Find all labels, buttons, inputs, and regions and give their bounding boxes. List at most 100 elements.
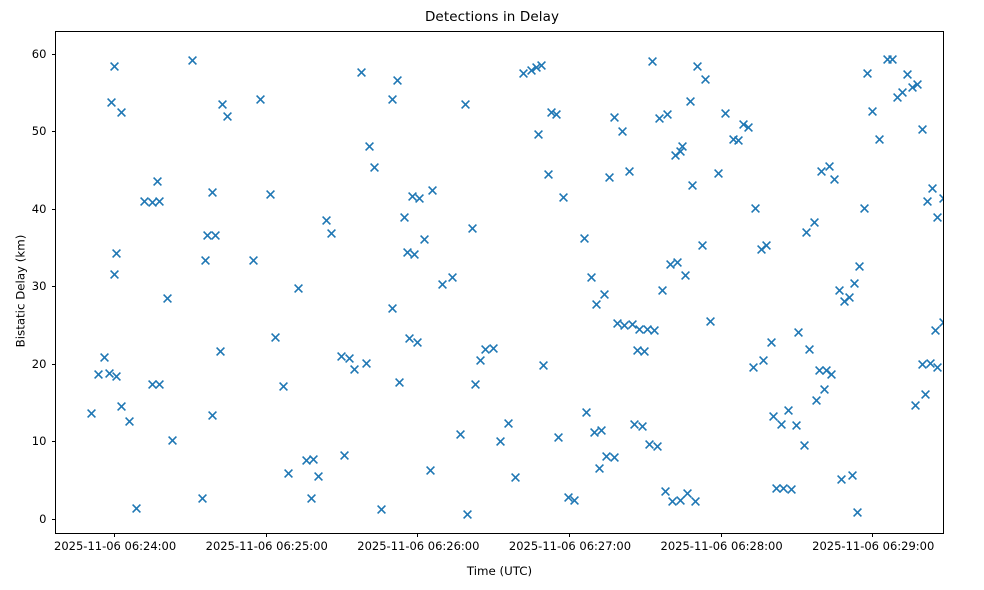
scatter-point bbox=[402, 247, 413, 258]
scatter-point bbox=[495, 436, 506, 447]
scatter-point bbox=[147, 379, 158, 390]
scatter-point bbox=[404, 333, 415, 344]
scatter-point bbox=[761, 240, 772, 251]
scatter-point bbox=[700, 74, 711, 85]
scatter-point bbox=[265, 189, 276, 200]
scatter-point bbox=[604, 172, 615, 183]
y-axis-label: Bistatic Delay (km) bbox=[13, 234, 28, 348]
scatter-point bbox=[927, 183, 938, 194]
scatter-point bbox=[804, 344, 815, 355]
y-axis-tick-label: 40 bbox=[31, 201, 47, 216]
y-axis-tick: 0 bbox=[39, 512, 56, 526]
scatter-point bbox=[197, 493, 208, 504]
scatter-point bbox=[526, 65, 537, 76]
scatter-point bbox=[467, 223, 478, 234]
scatter-point bbox=[344, 353, 355, 364]
scatter-point bbox=[109, 269, 120, 280]
y-axis-tick: 50 bbox=[32, 124, 56, 138]
scatter-point bbox=[819, 384, 830, 395]
scatter-point bbox=[111, 371, 122, 382]
scatter-point bbox=[270, 332, 281, 343]
scatter-point bbox=[124, 416, 135, 427]
scatter-point bbox=[690, 496, 701, 507]
scatter-point bbox=[301, 455, 312, 466]
scatter-point bbox=[531, 62, 542, 73]
scatter-point bbox=[662, 109, 673, 120]
scatter-point bbox=[682, 488, 693, 499]
scatter-point bbox=[154, 196, 165, 207]
scatter-point bbox=[536, 60, 547, 71]
scatter-point bbox=[387, 303, 398, 314]
scatter-point bbox=[660, 486, 671, 497]
y-axis-tick-label: 0 bbox=[39, 512, 47, 527]
scatter-point bbox=[748, 362, 759, 373]
scatter-point bbox=[106, 97, 117, 108]
scatter-point bbox=[917, 359, 928, 370]
scatter-point bbox=[596, 425, 607, 436]
scatter-point bbox=[675, 495, 686, 506]
scatter-point bbox=[677, 141, 688, 152]
scatter-point bbox=[912, 79, 923, 90]
scatter-point bbox=[427, 185, 438, 196]
scatter-point bbox=[510, 472, 521, 483]
scatter-point bbox=[217, 99, 228, 110]
scatter-point bbox=[139, 196, 150, 207]
x-axis-tick: 2025-11-06 06:25:00 bbox=[206, 533, 328, 553]
scatter-plot-area bbox=[56, 32, 943, 533]
x-axis-tick: 2025-11-06 06:26:00 bbox=[357, 533, 479, 553]
scatter-point bbox=[793, 327, 804, 338]
scatter-point bbox=[783, 405, 794, 416]
scatter-point bbox=[657, 285, 668, 296]
scatter-point bbox=[829, 174, 840, 185]
scatter-point bbox=[349, 364, 360, 375]
scatter-point bbox=[154, 379, 165, 390]
scatter-point bbox=[579, 233, 590, 244]
scatter-point bbox=[569, 495, 580, 506]
scatter-point bbox=[419, 234, 430, 245]
scatter-point bbox=[609, 112, 620, 123]
x-axis-tick: 2025-11-06 06:27:00 bbox=[509, 533, 631, 553]
scatter-point bbox=[599, 289, 610, 300]
scatter-point bbox=[917, 124, 928, 135]
scatter-point bbox=[629, 419, 640, 430]
scatter-point bbox=[563, 492, 574, 503]
scatter-point bbox=[394, 377, 405, 388]
scatter-point bbox=[852, 507, 863, 518]
scatter-point bbox=[844, 292, 855, 303]
scatter-point bbox=[437, 279, 448, 290]
scatter-point bbox=[455, 429, 466, 440]
scatter-point bbox=[637, 421, 648, 432]
scatter-point bbox=[591, 299, 602, 310]
scatter-point bbox=[104, 368, 115, 379]
x-axis-tick-label: 2025-11-06 06:27:00 bbox=[508, 539, 632, 553]
scatter-point bbox=[425, 465, 436, 476]
scatter-point bbox=[624, 166, 635, 177]
scatter-point bbox=[586, 272, 597, 283]
y-axis-tick: 10 bbox=[32, 434, 56, 448]
scatter-point bbox=[897, 87, 908, 98]
scatter-point bbox=[447, 272, 458, 283]
scatter-point bbox=[617, 126, 628, 137]
scatter-point bbox=[589, 427, 600, 438]
y-axis-tick: 30 bbox=[32, 279, 56, 293]
scatter-point bbox=[627, 319, 638, 330]
scatter-point bbox=[814, 365, 825, 376]
scatter-point bbox=[99, 352, 110, 363]
scatter-point bbox=[306, 493, 317, 504]
scatter-point bbox=[930, 325, 941, 336]
scatter-point bbox=[756, 244, 767, 255]
scatter-point bbox=[612, 318, 623, 329]
scatter-point bbox=[922, 196, 933, 207]
x-axis-tick-label: 2025-11-06 06:29:00 bbox=[812, 539, 935, 553]
scatter-point bbox=[862, 68, 873, 79]
y-axis-tick-label: 20 bbox=[31, 356, 47, 371]
scatter-point bbox=[887, 54, 898, 65]
scatter-point bbox=[720, 108, 731, 119]
scatter-point bbox=[543, 169, 554, 180]
scatter-point bbox=[162, 293, 173, 304]
y-axis-tick-label: 30 bbox=[31, 279, 47, 294]
scatter-point bbox=[222, 111, 233, 122]
scatter-point bbox=[799, 440, 810, 451]
x-axis-tick-label: 2025-11-06 06:25:00 bbox=[205, 539, 328, 553]
